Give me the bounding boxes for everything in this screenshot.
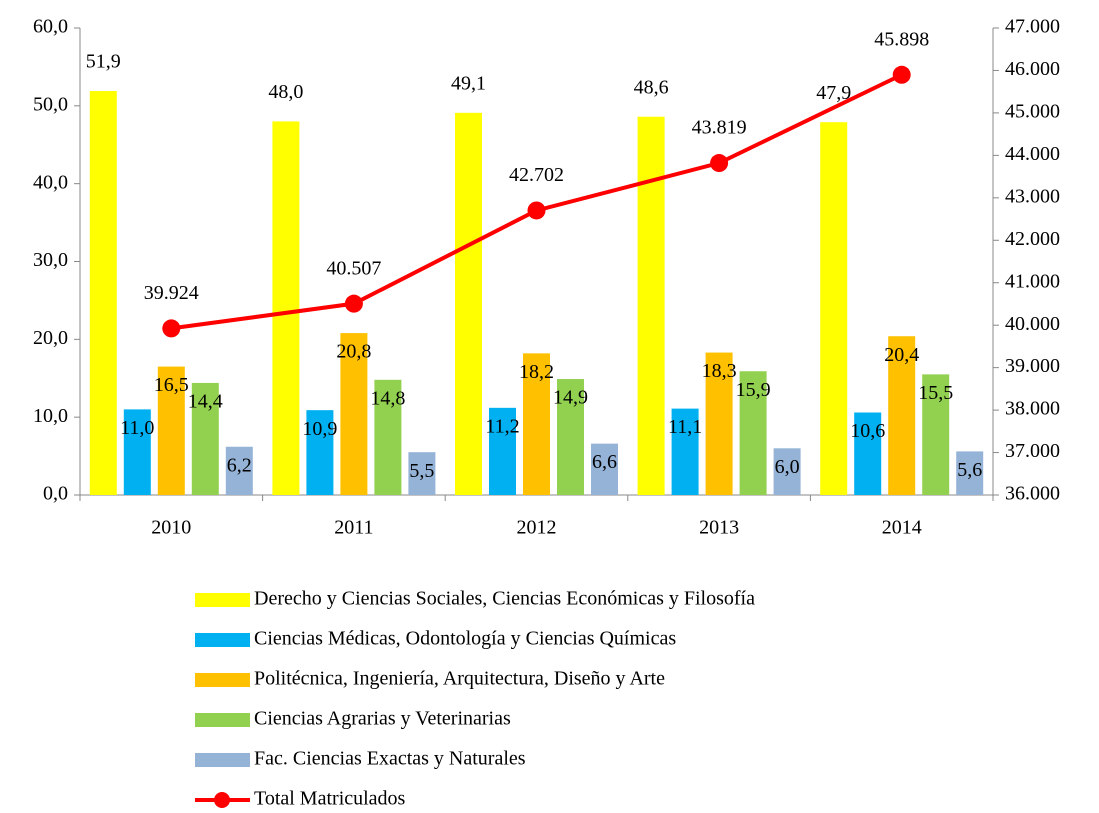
bar-label: 16,5	[154, 374, 189, 396]
bar	[123, 409, 151, 495]
bar	[739, 371, 767, 495]
bar-label: 10,6	[850, 420, 885, 442]
bar	[637, 116, 665, 495]
bar	[455, 112, 482, 496]
legend-swatch	[195, 753, 250, 767]
bar	[854, 412, 882, 495]
bar-label: 48,0	[268, 81, 303, 103]
y2-tick-label: 40.000	[1005, 313, 1060, 335]
line-marker	[344, 294, 363, 313]
y2-tick-label: 38.000	[1005, 398, 1060, 420]
bar-label: 11,1	[668, 416, 702, 438]
bar-label: 14,8	[370, 387, 405, 409]
y2-tick-label: 47.000	[1005, 16, 1060, 38]
bar-label: 10,9	[302, 418, 337, 440]
y-tick-label: 10,0	[33, 405, 68, 427]
bar	[191, 382, 219, 495]
bar-label: 18,2	[519, 361, 554, 383]
legend-label: Ciencias Agrarias y Veterinarias	[254, 708, 511, 730]
bar-label: 5,5	[409, 460, 434, 482]
bar	[489, 407, 516, 495]
line-marker	[892, 65, 911, 84]
bar	[888, 336, 916, 495]
legend-marker	[214, 792, 230, 808]
x-tick-label: 2010	[151, 517, 191, 539]
bar	[922, 374, 950, 495]
bar	[705, 352, 733, 495]
line-label: 39.924	[144, 282, 199, 304]
legend-label: Politécnica, Ingeniería, Arquitectura, D…	[254, 668, 665, 690]
x-tick-label: 2013	[699, 517, 739, 539]
bar	[671, 408, 699, 495]
y2-tick-label: 39.000	[1005, 355, 1060, 377]
y2-tick-label: 37.000	[1005, 440, 1060, 462]
x-tick-label: 2014	[882, 517, 922, 539]
bar-label: 48,6	[634, 76, 669, 98]
y2-tick-label: 46.000	[1005, 58, 1060, 80]
legend-label: Fac. Ciencias Exactas y Naturales	[254, 748, 526, 770]
bar	[523, 353, 550, 495]
bar-label: 20,8	[336, 341, 371, 363]
legend-swatch	[195, 713, 250, 727]
bar-label: 14,4	[188, 391, 223, 413]
line-marker	[527, 201, 546, 220]
bar	[225, 446, 253, 495]
legend-swatch	[195, 673, 250, 687]
legend-swatch	[195, 633, 250, 647]
bar	[820, 122, 848, 495]
x-tick-label: 2011	[334, 517, 373, 539]
bar	[272, 121, 300, 496]
y2-tick-label: 44.000	[1005, 143, 1060, 165]
line-marker	[162, 319, 181, 338]
bar-label: 14,9	[553, 387, 588, 409]
bar-label: 6,2	[227, 454, 252, 476]
y-tick-label: 60,0	[33, 16, 68, 38]
legend-swatch	[195, 593, 250, 607]
line-marker	[710, 154, 729, 173]
y-tick-label: 0,0	[43, 483, 68, 505]
legend-label: Total Matriculados	[254, 788, 406, 810]
y2-tick-label: 41.000	[1005, 270, 1060, 292]
y2-tick-label: 42.000	[1005, 228, 1060, 250]
bar	[956, 451, 984, 495]
bar-label: 51,9	[86, 51, 121, 73]
bar	[773, 448, 801, 495]
bar	[374, 379, 402, 495]
bar-label: 11,0	[120, 417, 154, 439]
line-label: 42.702	[509, 164, 564, 186]
bar-label: 5,6	[957, 459, 982, 481]
line-label: 43.819	[692, 117, 747, 139]
bar	[340, 333, 368, 495]
bar-label: 11,2	[485, 415, 519, 437]
y-tick-label: 50,0	[33, 93, 68, 115]
bar	[408, 452, 436, 495]
bar	[157, 366, 185, 495]
bar-label: 6,6	[592, 451, 617, 473]
bar-label: 15,9	[736, 379, 771, 401]
legend-label: Derecho y Ciencias Sociales, Ciencias Ec…	[254, 588, 755, 610]
y2-tick-label: 45.000	[1005, 101, 1060, 123]
y2-tick-label: 43.000	[1005, 185, 1060, 207]
y-tick-label: 20,0	[33, 327, 68, 349]
bar-label: 47,9	[816, 82, 851, 104]
y-tick-label: 40,0	[33, 171, 68, 193]
bar-label: 20,4	[884, 344, 919, 366]
bar	[557, 379, 584, 495]
bar-label: 18,3	[702, 360, 737, 382]
legend-label: Ciencias Médicas, Odontología y Ciencias…	[254, 628, 676, 650]
y-tick-label: 30,0	[33, 249, 68, 271]
bar	[89, 91, 117, 496]
line-label: 45.898	[874, 28, 929, 50]
bar	[591, 443, 618, 495]
x-tick-label: 2012	[517, 517, 557, 539]
y2-tick-label: 36.000	[1005, 483, 1060, 505]
bar-label: 6,0	[775, 456, 800, 478]
bar	[306, 410, 334, 495]
bar-label: 15,5	[918, 382, 953, 404]
bar-label: 49,1	[451, 72, 486, 94]
line-label: 40.507	[326, 257, 381, 279]
